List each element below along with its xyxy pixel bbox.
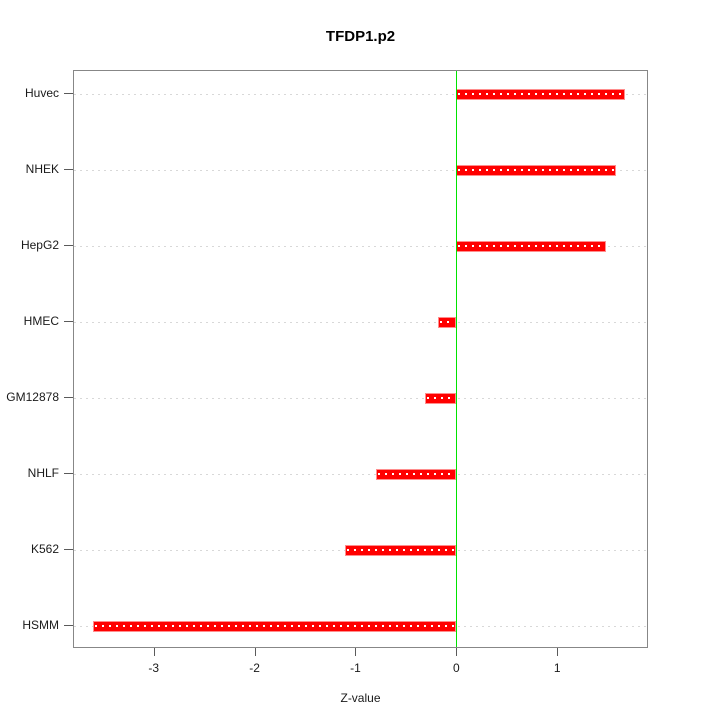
x-axis-tick xyxy=(557,648,559,656)
gridline xyxy=(74,397,647,399)
gridline xyxy=(74,321,647,323)
bar-stripe xyxy=(458,244,604,247)
x-axis-tick xyxy=(254,648,256,656)
x-axis-tick xyxy=(456,648,458,656)
bar-nhek xyxy=(456,164,616,176)
gridline xyxy=(74,473,647,475)
y-axis-tick xyxy=(64,321,73,322)
y-axis-tick xyxy=(64,625,73,626)
x-axis-tick-label: 0 xyxy=(452,661,460,675)
bar-hmec xyxy=(438,316,457,328)
y-axis-tick xyxy=(64,397,73,398)
chart-title: TFDP1.p2 xyxy=(325,28,396,45)
bar-stripe xyxy=(458,168,614,171)
bar-nhlf xyxy=(375,468,457,480)
y-axis-label-nhlf: NHLF xyxy=(27,466,59,480)
bar-hsmm xyxy=(93,620,457,632)
y-axis-tick xyxy=(64,93,73,94)
plot-area xyxy=(73,70,648,648)
x-axis-label: Z-value xyxy=(340,691,381,705)
y-axis-label-hmec: HMEC xyxy=(23,314,59,328)
y-axis-tick xyxy=(64,549,73,550)
y-axis-label-k562: K562 xyxy=(30,542,59,556)
gridline xyxy=(74,245,647,247)
x-axis-tick xyxy=(153,648,155,656)
y-axis-label-hepg2: HepG2 xyxy=(20,238,59,252)
x-axis-tick-label: 1 xyxy=(553,661,561,675)
y-axis-label-hsmm: HSMM xyxy=(22,618,59,632)
bar-stripe xyxy=(95,624,455,627)
x-axis-tick-label: -2 xyxy=(249,661,260,675)
y-axis-tick xyxy=(64,245,73,246)
x-axis-tick xyxy=(355,648,357,656)
bar-stripe xyxy=(458,92,623,95)
bar-huvec xyxy=(456,88,625,100)
x-axis-tick-label: -1 xyxy=(350,661,361,675)
y-axis-tick xyxy=(64,169,73,170)
bar-gm12878 xyxy=(425,392,457,404)
y-axis-label-gm12878: GM12878 xyxy=(6,390,59,404)
x-axis-tick-label: -3 xyxy=(148,661,160,675)
bar-stripe xyxy=(427,396,455,399)
bar-hepg2 xyxy=(456,240,606,252)
bar-stripe xyxy=(440,320,455,323)
y-axis-label-nhek: NHEK xyxy=(25,162,59,176)
bar-stripe xyxy=(347,548,455,551)
y-axis-tick xyxy=(64,473,73,474)
bar-stripe xyxy=(377,472,455,475)
gridline xyxy=(74,93,647,95)
y-axis-label-huvec: Huvec xyxy=(24,86,59,100)
bar-k562 xyxy=(345,544,457,556)
zero-reference-line xyxy=(455,71,458,647)
gridline xyxy=(74,169,647,171)
